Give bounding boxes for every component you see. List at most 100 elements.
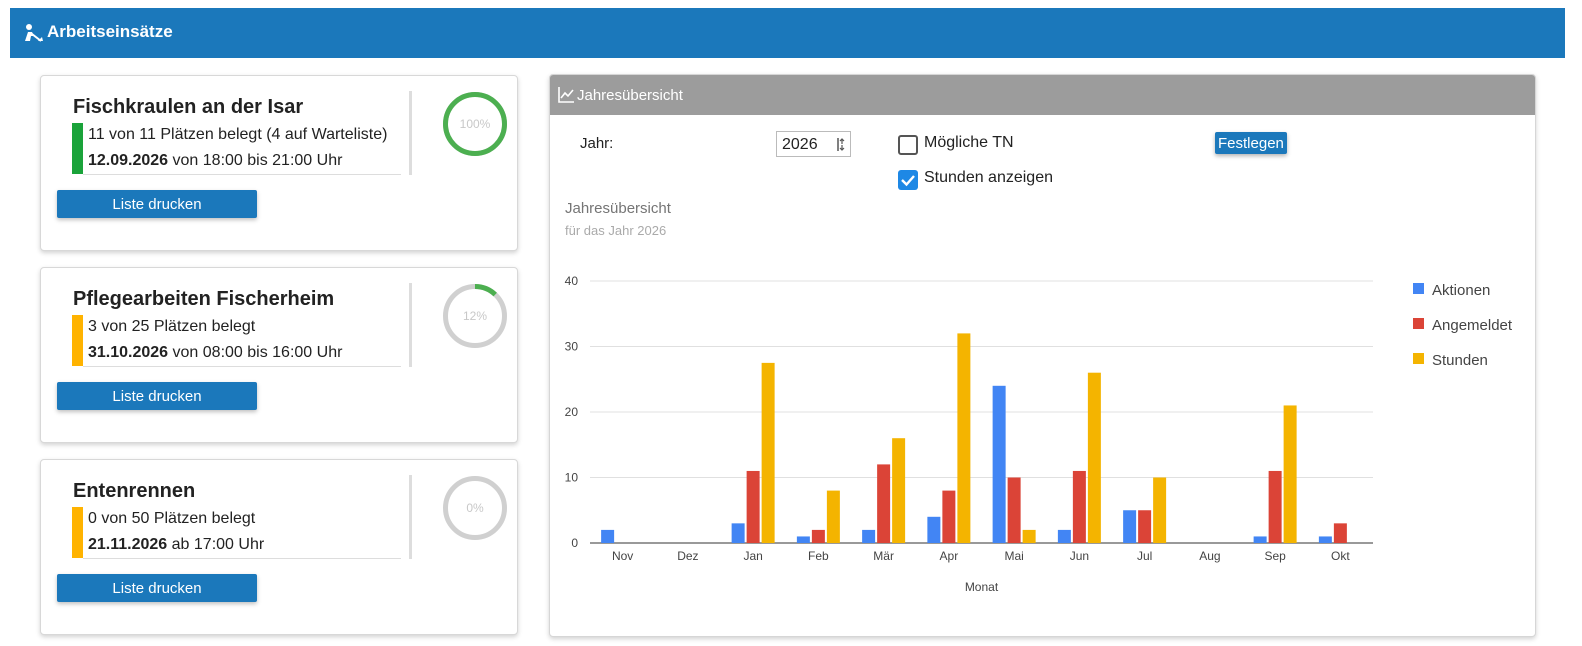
legend-item: Stunden xyxy=(1432,352,1488,369)
y-tick-label: 10 xyxy=(565,471,579,485)
divider xyxy=(83,366,401,367)
bar-stunden xyxy=(892,438,906,543)
apply-button[interactable]: Festlegen xyxy=(1215,132,1287,154)
possible-participants-label: Mögliche TN xyxy=(924,134,1014,151)
bar-aktionen xyxy=(992,385,1006,543)
bar-angemeldet xyxy=(746,470,760,543)
y-tick-label: 20 xyxy=(565,405,579,419)
divider xyxy=(83,558,401,559)
x-tick-label: Mai xyxy=(1004,549,1023,563)
y-tick-label: 0 xyxy=(571,536,578,550)
event-occupancy: 0 von 50 Plätzen belegt xyxy=(88,510,256,527)
progress-ring: 12% xyxy=(443,284,507,348)
bar-angemeldet xyxy=(877,464,891,543)
print-list-button[interactable]: Liste drucken xyxy=(57,190,257,218)
bar-aktionen xyxy=(731,523,745,543)
x-axis-title: Monat xyxy=(965,580,999,594)
status-bar xyxy=(72,123,83,174)
event-card: Entenrennen 0 von 50 Plätzen belegt 21.1… xyxy=(40,459,518,635)
event-time: von 08:00 bis 16:00 Uhr xyxy=(172,344,343,361)
panel-title: Jahresübersicht xyxy=(577,87,683,104)
event-title: Fischkraulen an der Isar xyxy=(73,96,304,118)
bar-stunden xyxy=(1087,372,1101,543)
x-tick-label: Jan xyxy=(743,549,762,563)
bar-stunden xyxy=(1022,529,1036,543)
bar-aktionen xyxy=(1123,510,1137,543)
line-chart-icon xyxy=(558,87,574,103)
status-bar xyxy=(72,507,83,558)
event-card: Fischkraulen an der Isar 11 von 11 Plätz… xyxy=(40,75,518,251)
legend-swatch xyxy=(1413,318,1424,329)
x-tick-label: Apr xyxy=(940,549,959,563)
status-bar xyxy=(72,315,83,366)
year-overview-panel: Jahresübersicht Jahr: 2026 Mögliche TN S… xyxy=(549,74,1536,637)
bar-angemeldet xyxy=(942,490,956,543)
page-title: Arbeitseinsätze xyxy=(47,22,173,41)
bar-angemeldet xyxy=(811,529,825,543)
year-label: Jahr: xyxy=(580,135,614,152)
progress-ring: 100% xyxy=(443,92,507,156)
x-tick-label: Aug xyxy=(1199,549,1220,563)
legend-item: Angemeldet xyxy=(1432,317,1513,334)
x-tick-label: Sep xyxy=(1264,549,1286,563)
legend-swatch xyxy=(1413,353,1424,364)
bar-aktionen xyxy=(1057,529,1071,543)
event-time: ab 17:00 Uhr xyxy=(171,536,265,553)
main-content: Fischkraulen an der Isar 11 von 11 Plätz… xyxy=(10,58,1565,646)
event-occupancy: 11 von 11 Plätzen belegt (4 auf Wartelis… xyxy=(88,126,388,143)
year-value: 2026 xyxy=(782,136,818,153)
y-tick-label: 40 xyxy=(565,274,579,288)
event-title: Entenrennen xyxy=(73,480,196,502)
bar-angemeldet xyxy=(1138,510,1152,543)
legend-swatch xyxy=(1413,283,1424,294)
print-list-button[interactable]: Liste drucken xyxy=(57,382,257,410)
progress-percent: 100% xyxy=(460,117,491,131)
event-card: Pflegearbeiten Fischerheim 3 von 25 Plät… xyxy=(40,267,518,443)
divider-vertical xyxy=(409,283,412,367)
app-frame: Arbeitseinsätze Fischkraulen an der Isar… xyxy=(10,8,1565,646)
progress-ring: 0% xyxy=(443,476,507,540)
page-header: Arbeitseinsätze xyxy=(10,8,1565,58)
bar-aktionen xyxy=(927,516,941,543)
chart-subtitle: für das Jahr 2026 xyxy=(565,223,667,238)
bar-aktionen xyxy=(601,529,615,543)
legend-item: Aktionen xyxy=(1432,282,1490,299)
panel-header: Jahresübersicht xyxy=(550,75,1535,115)
divider-vertical xyxy=(409,475,412,559)
bar-angemeldet xyxy=(1333,523,1347,543)
spinner-icon[interactable] xyxy=(836,137,848,152)
event-date: 21.11.2026 xyxy=(88,536,168,553)
bar-aktionen xyxy=(862,529,876,543)
event-time: von 18:00 bis 21:00 Uhr xyxy=(172,152,343,169)
event-title: Pflegearbeiten Fischerheim xyxy=(73,288,335,310)
event-date: 12.09.2026 xyxy=(88,152,169,169)
x-tick-label: Nov xyxy=(612,549,633,563)
bar-aktionen xyxy=(796,536,810,543)
bar-stunden xyxy=(826,490,840,543)
year-input[interactable]: 2026 xyxy=(776,131,851,157)
bar-angemeldet xyxy=(1268,470,1282,543)
bar-angemeldet xyxy=(1072,470,1086,543)
possible-participants-checkbox[interactable] xyxy=(898,135,918,155)
x-tick-label: Feb xyxy=(808,549,829,563)
event-schedule: 12.09.2026 von 18:00 bis 21:00 Uhr xyxy=(88,152,342,170)
event-date: 31.10.2026 xyxy=(88,344,169,361)
print-list-button[interactable]: Liste drucken xyxy=(57,574,257,602)
checkmark-icon xyxy=(901,175,915,187)
show-hours-checkbox[interactable] xyxy=(898,170,918,190)
x-tick-label: Jun xyxy=(1070,549,1089,563)
divider xyxy=(83,174,401,175)
x-tick-label: Dez xyxy=(677,549,698,563)
bar-stunden xyxy=(957,333,971,543)
bar-aktionen xyxy=(1318,536,1332,543)
event-schedule: 21.11.2026 ab 17:00 Uhr xyxy=(88,536,264,554)
chart-title: Jahresübersicht xyxy=(565,200,671,217)
bar-angemeldet xyxy=(1007,477,1021,543)
bar-chart: 0 10 20 30 40 Nov Dez Jan Feb Mär Apr Mai Jun Jul Aug S… xyxy=(565,274,1513,594)
divider-vertical xyxy=(409,91,412,175)
event-schedule: 31.10.2026 von 08:00 bis 16:00 Uhr xyxy=(88,344,342,362)
progress-percent: 0% xyxy=(466,501,484,515)
x-tick-label: Okt xyxy=(1331,549,1350,563)
bar-stunden xyxy=(1153,477,1167,543)
bar-stunden xyxy=(1283,405,1297,543)
